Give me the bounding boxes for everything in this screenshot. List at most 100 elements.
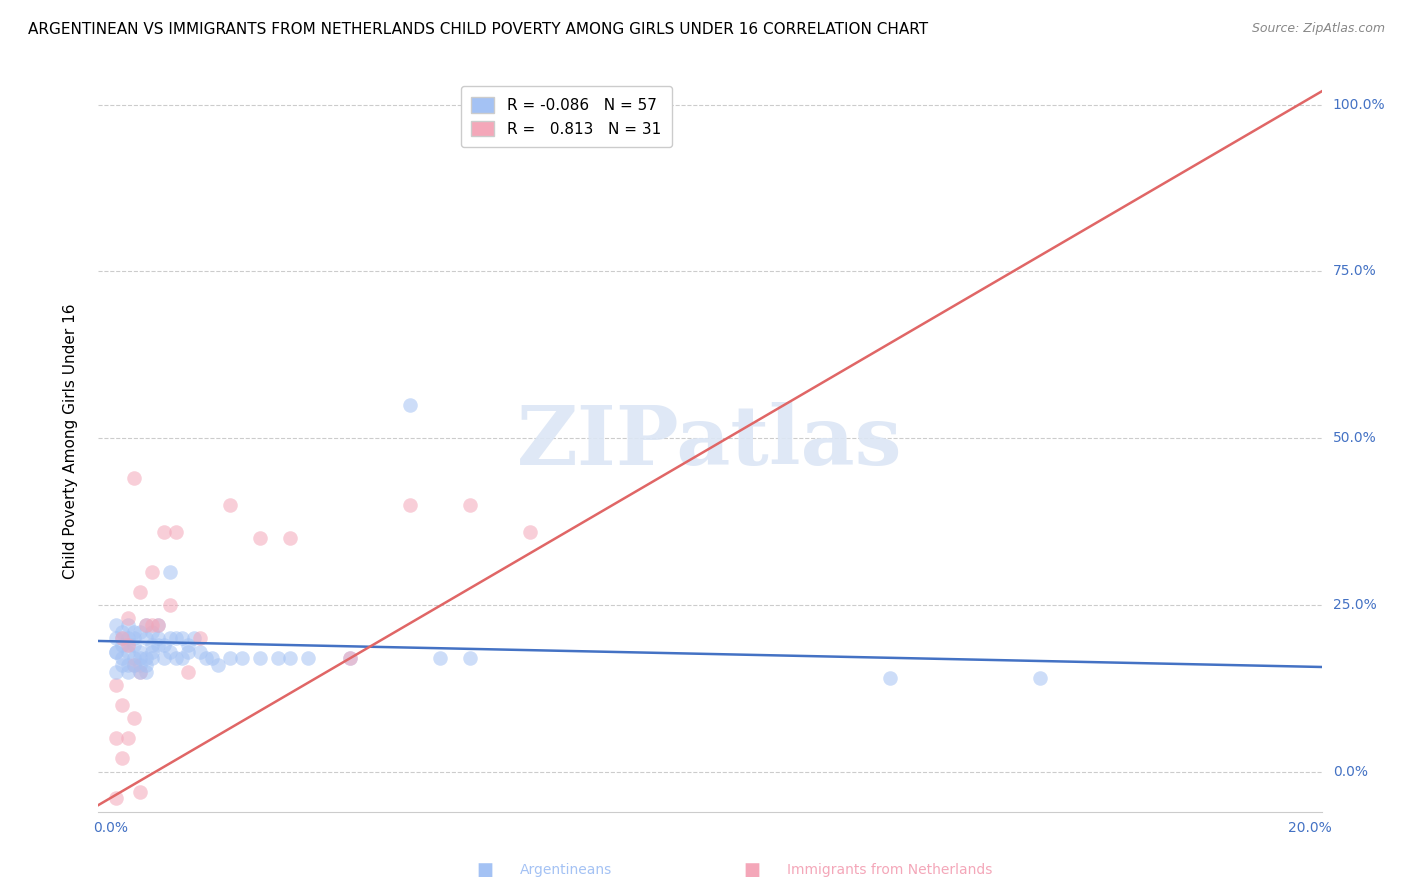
Point	[111, 657, 134, 672]
Point	[105, 791, 128, 805]
Point	[129, 657, 152, 672]
Point	[183, 632, 205, 646]
Point	[519, 524, 541, 539]
Point	[188, 645, 211, 659]
Text: 25.0%: 25.0%	[1333, 598, 1376, 612]
Point	[117, 632, 139, 646]
Point	[105, 645, 128, 659]
Point	[219, 498, 242, 512]
Point	[105, 678, 128, 692]
Point	[117, 611, 139, 625]
Point	[129, 665, 152, 679]
Point	[111, 632, 134, 646]
Point	[135, 657, 157, 672]
Text: Immigrants from Netherlands: Immigrants from Netherlands	[787, 863, 993, 877]
Point	[105, 632, 128, 646]
Point	[172, 651, 194, 665]
Point	[172, 632, 194, 646]
Text: ZIPatlas: ZIPatlas	[517, 401, 903, 482]
Point	[399, 398, 422, 412]
Point	[117, 665, 139, 679]
Point	[177, 638, 200, 652]
Point	[231, 651, 253, 665]
Point	[429, 651, 451, 665]
Point	[141, 618, 163, 632]
Point	[117, 657, 139, 672]
Point	[207, 657, 229, 672]
Text: Source: ZipAtlas.com: Source: ZipAtlas.com	[1251, 22, 1385, 36]
Point	[117, 638, 139, 652]
Point	[188, 632, 211, 646]
Point	[159, 645, 181, 659]
Point	[278, 531, 301, 545]
Point	[124, 651, 146, 665]
Point	[297, 651, 319, 665]
Y-axis label: Child Poverty Among Girls Under 16: Child Poverty Among Girls Under 16	[63, 304, 77, 579]
Legend: R = -0.086   N = 57, R =   0.813   N = 31: R = -0.086 N = 57, R = 0.813 N = 31	[461, 87, 672, 147]
Point	[339, 651, 361, 665]
Point	[111, 638, 134, 652]
Point	[111, 698, 134, 712]
Point	[201, 651, 224, 665]
Point	[105, 731, 128, 746]
Point	[135, 665, 157, 679]
Point	[141, 645, 163, 659]
Point	[124, 638, 146, 652]
Point	[1029, 671, 1052, 685]
Point	[165, 651, 187, 665]
Point	[129, 624, 152, 639]
Point	[135, 651, 157, 665]
Point	[159, 598, 181, 612]
Point	[129, 785, 152, 799]
Point	[117, 618, 139, 632]
Point	[117, 638, 139, 652]
Point	[278, 651, 301, 665]
Point	[141, 624, 163, 639]
Point	[165, 524, 187, 539]
Point	[153, 524, 176, 539]
Point	[219, 651, 242, 665]
Point	[339, 651, 361, 665]
Text: Argentineans: Argentineans	[520, 863, 613, 877]
Point	[129, 645, 152, 659]
Point	[124, 471, 146, 485]
Point	[111, 624, 134, 639]
Text: 0.0%: 0.0%	[1333, 764, 1368, 779]
Point	[124, 624, 146, 639]
Point	[111, 751, 134, 765]
Point	[177, 645, 200, 659]
Point	[117, 645, 139, 659]
Point	[105, 618, 128, 632]
Point	[165, 632, 187, 646]
Point	[124, 632, 146, 646]
Point	[117, 731, 139, 746]
Point	[141, 565, 163, 579]
Point	[124, 711, 146, 725]
Point	[148, 618, 170, 632]
Point	[249, 531, 271, 545]
Text: ■: ■	[744, 861, 761, 879]
Text: 75.0%: 75.0%	[1333, 264, 1376, 278]
Point	[135, 632, 157, 646]
Point	[105, 665, 128, 679]
Point	[124, 657, 146, 672]
Point	[135, 618, 157, 632]
Point	[111, 632, 134, 646]
Point	[129, 665, 152, 679]
Point	[458, 651, 481, 665]
Point	[159, 632, 181, 646]
Point	[249, 651, 271, 665]
Point	[124, 657, 146, 672]
Point	[153, 638, 176, 652]
Point	[135, 618, 157, 632]
Point	[141, 651, 163, 665]
Point	[105, 645, 128, 659]
Point	[111, 651, 134, 665]
Point	[399, 498, 422, 512]
Point	[148, 618, 170, 632]
Text: 50.0%: 50.0%	[1333, 431, 1376, 445]
Point	[159, 565, 181, 579]
Point	[129, 584, 152, 599]
Point	[148, 632, 170, 646]
Point	[148, 638, 170, 652]
